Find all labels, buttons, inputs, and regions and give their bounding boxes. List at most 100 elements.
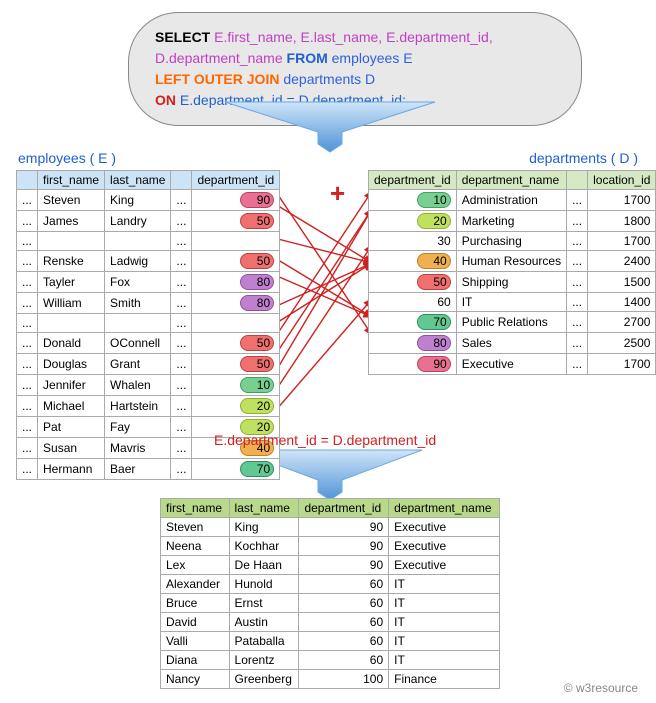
- kw-select: SELECT: [155, 29, 210, 45]
- table-cell: ...: [17, 232, 38, 251]
- table-cell: ...: [17, 293, 38, 314]
- table-cell: 90: [299, 556, 389, 575]
- table-cell: 2400: [588, 251, 656, 272]
- table-row: ...DouglasGrant...50: [17, 354, 280, 375]
- table-cell: James: [38, 211, 105, 232]
- table-cell: Diana: [161, 651, 230, 670]
- col-header: last_name: [229, 499, 299, 518]
- table-cell: David: [161, 613, 230, 632]
- table-cell: 90: [299, 518, 389, 537]
- table-cell: ...: [171, 293, 192, 314]
- table-cell: 60: [369, 293, 457, 312]
- table-cell: Neena: [161, 537, 230, 556]
- table-cell: Administration: [456, 190, 566, 211]
- table-cell: Finance: [389, 670, 500, 689]
- table-cell: ...: [17, 190, 38, 211]
- table-cell: Ernst: [229, 594, 299, 613]
- table-cell: Baer: [105, 459, 171, 480]
- table-cell: 30: [369, 232, 457, 251]
- table-cell: 70: [192, 459, 280, 480]
- table-cell: OConnell: [105, 333, 171, 354]
- table-row: ValliPataballa60IT: [161, 632, 500, 651]
- table-row: LexDe Haan90Executive: [161, 556, 500, 575]
- table-cell: 60: [299, 651, 389, 670]
- table-cell: ...: [567, 312, 588, 333]
- table-cell: 2700: [588, 312, 656, 333]
- table-row: ...WilliamSmith...80: [17, 293, 280, 314]
- plus-icon: +: [330, 178, 345, 209]
- table-cell: Steven: [38, 190, 105, 211]
- table-cell: Lorentz: [229, 651, 299, 670]
- table-cell: IT: [389, 651, 500, 670]
- table-cell: Purchasing: [456, 232, 566, 251]
- table-cell: 60: [299, 575, 389, 594]
- table-row: ...JenniferWhalen...10: [17, 375, 280, 396]
- table-cell: [105, 232, 171, 251]
- col-header: department_name: [456, 171, 566, 190]
- kw-join: LEFT OUTER JOIN: [155, 71, 279, 87]
- table-cell: 50: [369, 272, 457, 293]
- table-cell: Alexander: [161, 575, 230, 594]
- table-cell: ...: [171, 417, 192, 438]
- table-cell: ...: [567, 232, 588, 251]
- table-cell: Smith: [105, 293, 171, 314]
- table-cell: 1400: [588, 293, 656, 312]
- table-cell: 50: [192, 251, 280, 272]
- table-row: ...JamesLandry...50: [17, 211, 280, 232]
- table-cell: Steven: [161, 518, 230, 537]
- table-row: ...StevenKing...90: [17, 190, 280, 211]
- table-row: 80Sales...2500: [369, 333, 656, 354]
- table-cell: ...: [567, 211, 588, 232]
- table-cell: 1700: [588, 190, 656, 211]
- table-cell: 40: [369, 251, 457, 272]
- col-header: first_name: [161, 499, 230, 518]
- table-cell: [192, 232, 280, 251]
- table-cell: ...: [171, 251, 192, 272]
- table-row: ...MichaelHartstein...20: [17, 396, 280, 417]
- table-cell: 70: [369, 312, 457, 333]
- table-row: ...TaylerFox...80: [17, 272, 280, 293]
- table-cell: Valli: [161, 632, 230, 651]
- table-cell: 1700: [588, 354, 656, 375]
- table-cell: Austin: [229, 613, 299, 632]
- table-cell: ...: [17, 314, 38, 333]
- col-header: last_name: [105, 171, 171, 190]
- table-cell: Hermann: [38, 459, 105, 480]
- kw-on: ON: [155, 92, 176, 108]
- table-cell: ...: [17, 459, 38, 480]
- table-cell: Renske: [38, 251, 105, 272]
- table-row: 40Human Resources...2400: [369, 251, 656, 272]
- table-cell: Kochhar: [229, 537, 299, 556]
- table-cell: Nancy: [161, 670, 230, 689]
- table-cell: ...: [171, 314, 192, 333]
- table-cell: Bruce: [161, 594, 230, 613]
- table-cell: IT: [389, 632, 500, 651]
- table-cell: 90: [369, 354, 457, 375]
- table-cell: 60: [299, 594, 389, 613]
- table-cell: ...: [17, 251, 38, 272]
- table-cell: Sales: [456, 333, 566, 354]
- sql-from-table: employees E: [332, 50, 413, 66]
- col-header: department_id: [369, 171, 457, 190]
- table-row: NancyGreenberg100Finance: [161, 670, 500, 689]
- col-header: department_id: [299, 499, 389, 518]
- table-cell: 10: [192, 375, 280, 396]
- table-row: 90Executive...1700: [369, 354, 656, 375]
- table-cell: Jennifer: [38, 375, 105, 396]
- table-cell: ...: [17, 333, 38, 354]
- table-cell: Fox: [105, 272, 171, 293]
- sql-query-box: SELECT E.first_name, E.last_name, E.depa…: [128, 12, 582, 126]
- table-cell: [105, 314, 171, 333]
- sql-columns-2: D.department_name: [155, 50, 283, 66]
- table-cell: 1700: [588, 232, 656, 251]
- table-cell: ...: [171, 438, 192, 459]
- table-cell: Lex: [161, 556, 230, 575]
- table-cell: ...: [567, 272, 588, 293]
- table-cell: ...: [171, 190, 192, 211]
- col-header: department_id: [192, 171, 280, 190]
- table-cell: Landry: [105, 211, 171, 232]
- col-header: [17, 171, 38, 190]
- table-cell: ...: [171, 211, 192, 232]
- table-cell: 60: [299, 632, 389, 651]
- table-row: 60IT...1400: [369, 293, 656, 312]
